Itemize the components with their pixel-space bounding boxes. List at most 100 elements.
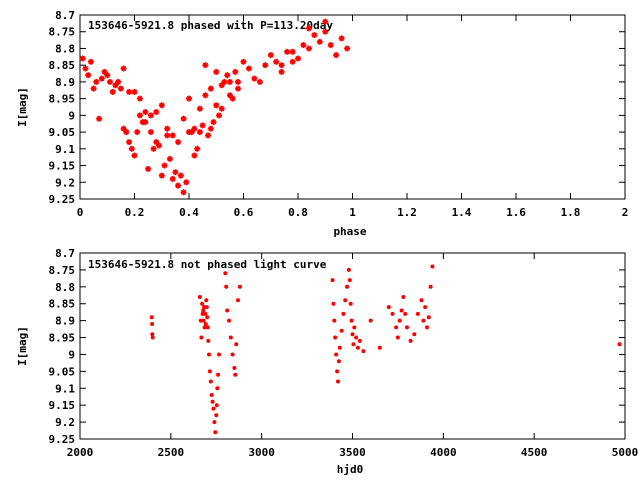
data-point (245, 65, 252, 72)
data-point (209, 393, 214, 397)
data-point (214, 413, 219, 418)
data-point (421, 318, 426, 323)
x-tick-label: 5000 (612, 446, 639, 459)
data-point (273, 58, 280, 65)
data-point (284, 48, 291, 55)
x-tick-label: 2 (622, 206, 629, 219)
data-point (224, 72, 231, 79)
data-point (204, 298, 209, 303)
data-point (345, 284, 350, 289)
data-point (278, 62, 285, 69)
y-tick-label: 9.05 (49, 365, 76, 378)
data-point (169, 175, 176, 182)
data-point (202, 62, 209, 69)
x-tick-label: 4000 (430, 446, 457, 459)
data-point (344, 45, 351, 52)
data-point (226, 78, 233, 85)
data-point (251, 75, 258, 82)
data-point (394, 325, 399, 330)
data-point (348, 301, 353, 306)
data-point (82, 65, 89, 72)
data-point (425, 325, 429, 330)
data-point (300, 42, 307, 49)
data-point (98, 75, 105, 82)
data-point (128, 145, 135, 152)
data-point (332, 318, 337, 323)
data-point (235, 85, 241, 92)
data-point (390, 311, 395, 316)
data-point (289, 48, 296, 55)
y-tick-label: 8.75 (49, 264, 76, 277)
data-point (147, 112, 154, 119)
x-tick-label: 1.2 (397, 206, 417, 219)
data-point (343, 298, 348, 303)
data-point (180, 189, 187, 196)
data-point (131, 88, 138, 95)
data-point (233, 372, 238, 377)
data-point (145, 165, 152, 172)
data-point (341, 311, 346, 316)
data-point (408, 338, 413, 343)
data-point (423, 305, 428, 310)
data-point (207, 352, 211, 357)
y-tick-label: 8.7 (55, 9, 75, 22)
y-tick-label: 9.25 (49, 433, 76, 446)
data-point (336, 379, 340, 384)
data-point (131, 152, 138, 159)
data-point (213, 102, 220, 109)
data-point (237, 284, 242, 289)
data-point (186, 95, 192, 102)
data-point (322, 18, 329, 25)
data-point (201, 318, 206, 323)
data-point (136, 112, 143, 119)
data-point (350, 332, 355, 337)
data-point (216, 372, 221, 377)
x-tick-label: 3000 (248, 446, 275, 459)
data-point (354, 335, 359, 340)
data-point (330, 278, 335, 283)
data-point (117, 85, 124, 92)
y-tick-label: 9.15 (49, 399, 76, 412)
data-point (232, 68, 239, 75)
data-point (346, 267, 351, 272)
y-tick-label: 9.1 (55, 382, 75, 395)
data-point (617, 342, 622, 347)
data-point (403, 311, 408, 316)
data-point (206, 338, 211, 343)
y-tick-label: 9.2 (55, 416, 75, 429)
y-tick-label: 9.2 (55, 176, 75, 189)
chart-title: 153646-5921.8 not phased light curve (88, 258, 327, 271)
data-point (235, 78, 241, 85)
data-point (355, 345, 360, 350)
data-point (419, 298, 424, 303)
data-point (256, 78, 263, 85)
data-point (218, 105, 225, 112)
data-point (213, 68, 220, 75)
data-point (203, 311, 208, 316)
x-axis-label: hjd0 (337, 463, 364, 476)
data-point (90, 85, 97, 92)
data-point (333, 52, 340, 59)
x-tick-label: 4500 (521, 446, 548, 459)
data-point (200, 311, 205, 316)
phased-light-curve-panel: 153646-5921.8 phased with P=113.20day ph… (16, 9, 628, 238)
x-tick-label: 0.8 (288, 206, 308, 219)
data-point (196, 129, 203, 136)
data-point (205, 315, 210, 320)
data-point (200, 301, 205, 306)
data-point (232, 366, 237, 370)
data-point (175, 182, 182, 189)
unphased-light-curve-panel: 153646-5921.8 not phased light curve hjd… (16, 247, 638, 476)
data-point (210, 119, 217, 126)
data-point (120, 65, 127, 72)
data-point (336, 359, 341, 364)
data-point (334, 352, 339, 357)
y-tick-label: 9 (68, 348, 75, 361)
x-tick-label: 2500 (158, 446, 185, 459)
data-point (225, 308, 230, 313)
data-point (202, 92, 209, 99)
y-tick-label: 9 (68, 109, 75, 122)
data-point (150, 332, 155, 337)
y-tick-label: 9.15 (49, 160, 76, 173)
